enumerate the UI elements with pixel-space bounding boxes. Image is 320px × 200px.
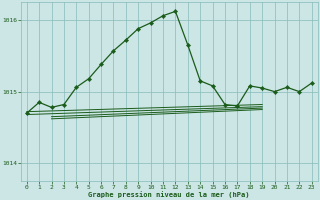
X-axis label: Graphe pression niveau de la mer (hPa): Graphe pression niveau de la mer (hPa): [89, 191, 250, 198]
